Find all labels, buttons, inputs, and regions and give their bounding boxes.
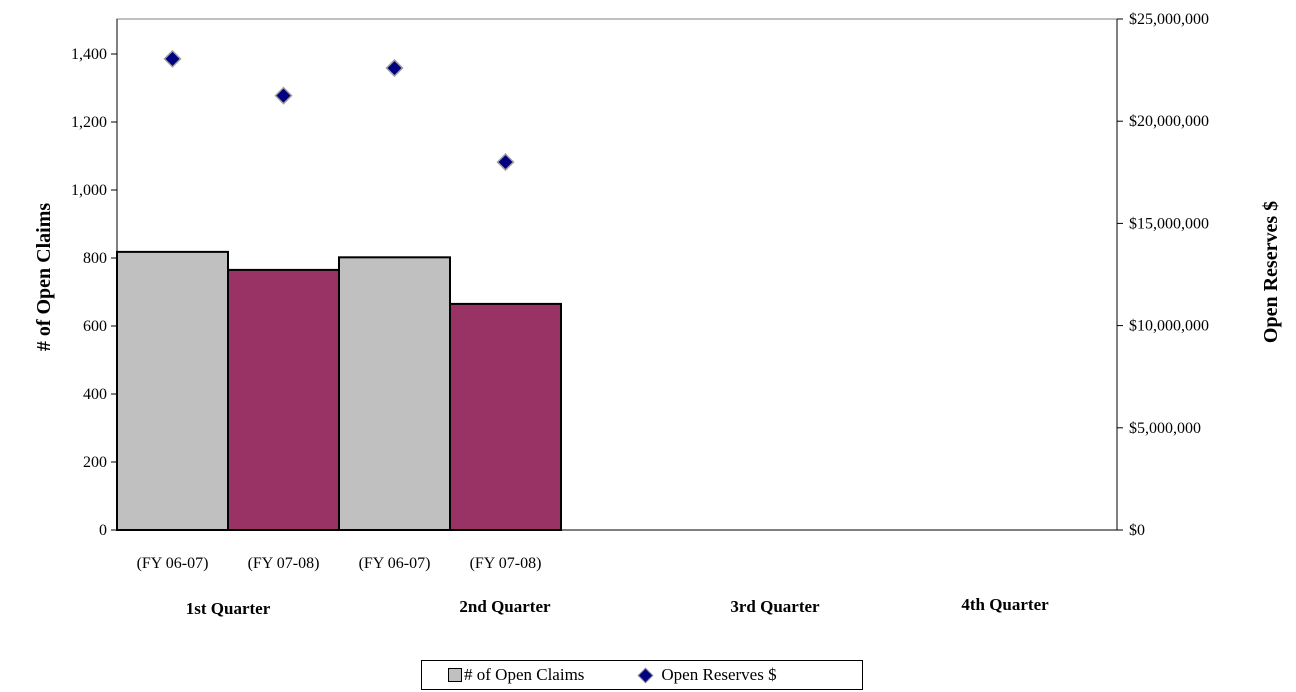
right-axis-title: Open Reserves $ <box>1260 201 1282 343</box>
bar-open-claims <box>227 268 340 531</box>
legend-item-open-claims: # of Open Claims <box>422 665 584 685</box>
right-axis-tick-label: $5,000,000 <box>1129 420 1201 437</box>
bar-open-claims <box>449 302 562 531</box>
x-category-label: (FY 07-08) <box>248 555 320 572</box>
x-group-label: 4th Quarter <box>961 595 1049 614</box>
legend-item-open-reserves: Open Reserves $ <box>584 665 777 685</box>
x-category-label: (FY 06-07) <box>137 555 209 572</box>
x-group-label: 1st Quarter <box>186 599 271 618</box>
x-group-label: 3rd Quarter <box>730 597 820 616</box>
right-axis-tick-label: $25,000,000 <box>1129 11 1209 28</box>
left-axis-tick-label: 400 <box>83 386 107 403</box>
x-group-label: 2nd Quarter <box>459 597 551 616</box>
left-axis-tick-label: 0 <box>99 522 107 539</box>
marker-open-reserves <box>496 153 515 172</box>
x-category-label: (FY 06-07) <box>359 555 431 572</box>
legend-swatch-diamond-icon <box>638 667 654 683</box>
x-category-label: (FY 07-08) <box>470 555 542 572</box>
left-axis-tick-label: 1,200 <box>71 114 107 131</box>
left-axis-tick-label: 800 <box>83 250 107 267</box>
legend-label-open-claims: # of Open Claims <box>464 665 585 684</box>
legend-label-open-reserves: Open Reserves $ <box>661 665 777 684</box>
bar-open-claims <box>116 250 229 531</box>
right-axis-tick-label: $15,000,000 <box>1129 215 1209 232</box>
right-axis-tick-label: $10,000,000 <box>1129 318 1209 335</box>
left-axis-tick-label: 1,400 <box>71 46 107 63</box>
legend-swatch-box-icon <box>448 668 462 682</box>
right-axis-tick-label: $20,000,000 <box>1129 113 1209 130</box>
marker-open-reserves <box>274 86 293 105</box>
marker-open-reserves <box>163 49 182 68</box>
chart: 0 200 400 600 800 1,000 1,200 1,400 $0 $5,000,000… <box>33 11 1282 618</box>
marker-open-reserves <box>385 58 404 78</box>
legend: # of Open Claims Open Reserves $ <box>421 660 863 690</box>
left-axis-tick-label: 600 <box>83 318 107 335</box>
left-axis-tick-label: 1,000 <box>71 182 107 199</box>
left-axis-title: # of Open Claims <box>33 203 55 352</box>
left-axis-tick-label: 200 <box>83 454 107 471</box>
bar-open-claims <box>338 256 451 531</box>
right-axis-tick-label: $0 <box>1129 522 1145 539</box>
